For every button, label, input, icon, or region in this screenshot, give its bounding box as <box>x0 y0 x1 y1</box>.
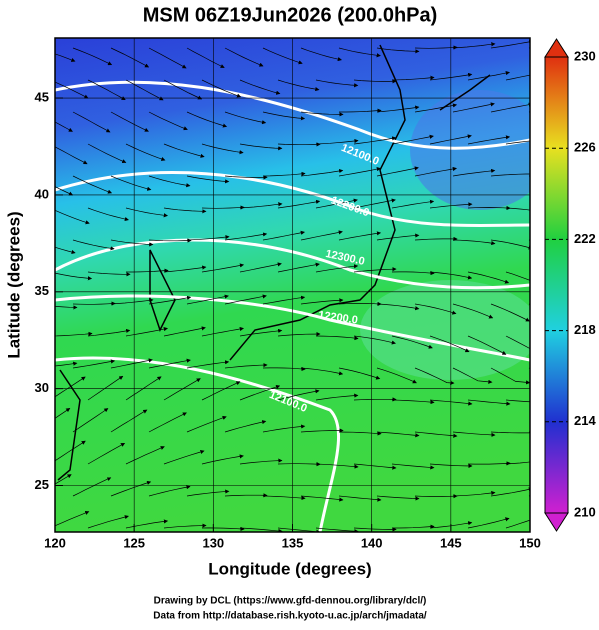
colorbar-extend <box>545 513 568 531</box>
shading-blob <box>360 280 540 380</box>
y-tick-label: 45 <box>35 89 49 104</box>
title: MSM 06Z19Jun2026 (200.0hPa) <box>143 4 438 26</box>
x-tick-label: 125 <box>123 535 145 550</box>
y-tick-label: 40 <box>35 186 49 201</box>
y-tick-label: 25 <box>35 477 49 492</box>
colorbar <box>545 57 568 513</box>
x-axis-label: Longitude (degrees) <box>208 559 371 578</box>
y-tick-label: 35 <box>35 283 49 298</box>
colorbar-extend <box>545 39 568 57</box>
colorbar-tick-label: 226 <box>574 140 596 155</box>
x-tick-label: 130 <box>202 535 224 550</box>
x-tick-label: 140 <box>361 535 383 550</box>
colorbar-tick-label: 222 <box>574 231 596 246</box>
y-axis-label: Latitude (degrees) <box>4 211 23 358</box>
colorbar-tick-label: 230 <box>574 48 596 63</box>
credit: Data from http://database.rish.kyoto-u.a… <box>153 611 427 622</box>
x-tick-label: 120 <box>44 535 66 550</box>
x-tick-label: 150 <box>519 535 541 550</box>
credit: Drawing by DCL (https://www.gfd-dennou.o… <box>154 596 427 607</box>
y-tick-label: 30 <box>35 380 49 395</box>
x-tick-label: 145 <box>440 535 462 550</box>
colorbar-tick-label: 218 <box>574 322 596 337</box>
streamline <box>529 40 570 48</box>
colorbar-tick-label: 214 <box>574 413 596 428</box>
x-tick-label: 135 <box>282 535 304 550</box>
shading-blob <box>410 90 550 210</box>
colorbar-tick-label: 210 <box>574 504 596 519</box>
